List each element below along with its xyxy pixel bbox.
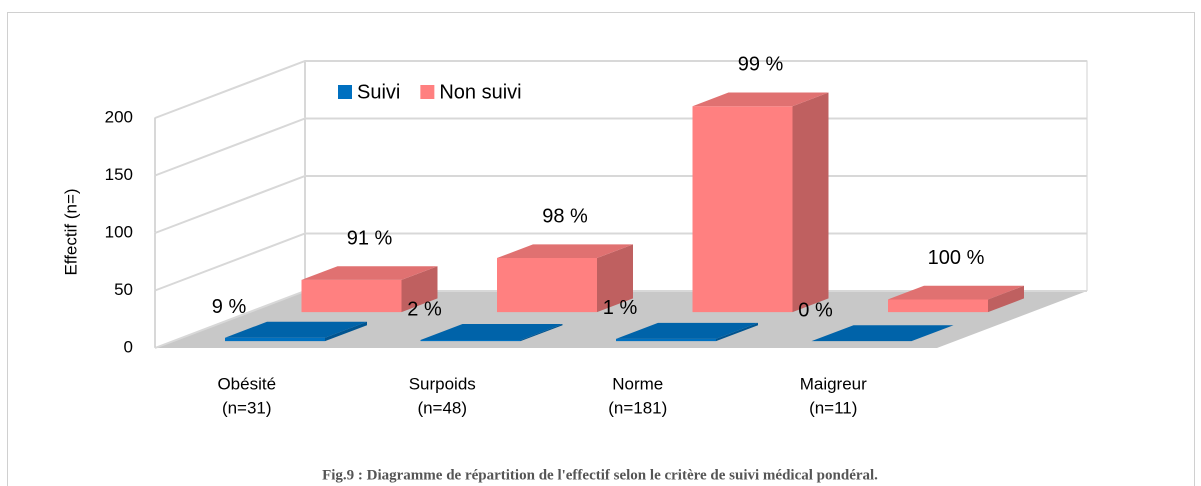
bar-side [792,92,829,313]
bar-front [301,279,402,313]
data-label: 0 % [798,299,833,321]
bar-front [225,337,325,342]
x-tick-label: Norme [612,374,663,393]
caption: Fig.9 : Diagramme de répartition de l'ef… [322,467,878,483]
data-label: 100 % [928,247,985,269]
bar-side [325,321,367,342]
bar-side [716,322,758,342]
bar-side [988,285,1024,313]
bar [225,321,367,342]
x-tick-label: (n=181) [608,398,667,417]
bar-top [616,322,758,339]
bar-top [225,321,367,338]
y-tick-label: 50 [114,280,133,299]
legend-swatch [420,85,435,99]
bar [811,325,954,342]
data-label: 99 % [738,54,784,76]
bar-top [497,244,633,259]
bar-top [301,266,438,280]
y-axis-title: Effectif (n=) [61,188,80,275]
bar-front [616,338,716,342]
legend-label: Suivi [357,81,400,103]
grid-line [154,175,1087,234]
bar-side [520,324,563,342]
data-label: 1 % [603,297,638,319]
legend-swatch [338,85,352,99]
bar [497,244,633,313]
legend-label: Non suivi [439,81,521,103]
bar-front [497,258,597,313]
data-label: 2 % [407,298,442,320]
bar-side [597,244,633,313]
x-tick-label: (n=11) [809,398,857,417]
bar-front [692,106,793,313]
bar [420,324,563,342]
grid-line [154,60,1087,119]
bar-side [401,266,438,313]
x-tick-label: (n=31) [222,398,272,417]
bar-top [420,324,563,341]
y-tick-label: 200 [105,107,133,126]
bar-top [888,285,1024,300]
bar-top [692,92,829,107]
bar-front [420,340,521,342]
data-label: 91 % [347,227,393,249]
y-tick-label: 150 [105,165,133,184]
x-tick-label: Obésité [217,374,276,393]
x-tick-label: (n=48) [417,398,467,417]
data-label: 9 % [212,296,247,318]
x-tick-label: Surpoids [409,374,476,393]
bar [301,266,438,313]
x-tick-label: Maigreur [800,374,867,393]
bar [616,322,758,342]
data-label: 98 % [542,205,588,227]
bar-top [811,325,954,342]
y-tick-label: 0 [124,337,133,356]
bar [692,92,829,313]
bar [888,285,1024,313]
y-tick-label: 100 [105,222,133,241]
grid-line [154,117,1087,177]
bar-front [888,299,988,313]
frame [7,12,1195,486]
